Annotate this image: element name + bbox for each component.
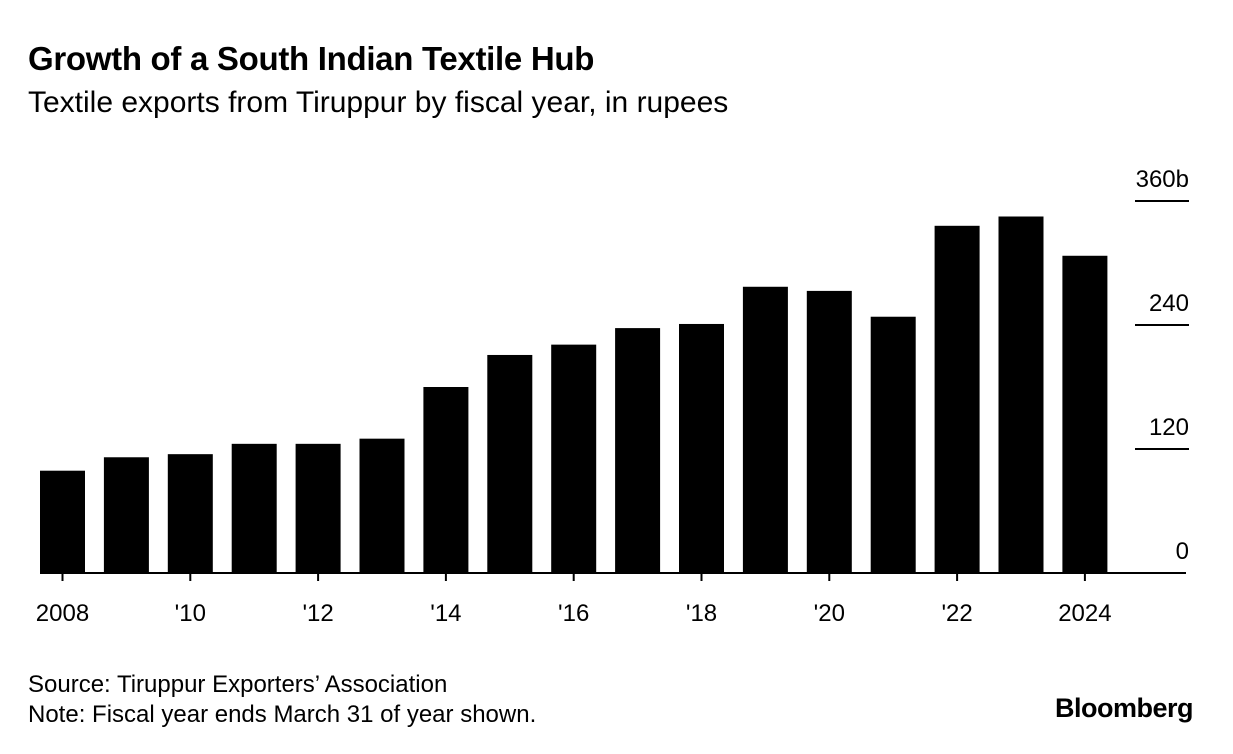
bar-2018 bbox=[679, 323, 724, 573]
bar-2022 bbox=[934, 225, 980, 574]
bar-2011 bbox=[231, 443, 277, 573]
x-tick-label: '18 bbox=[686, 600, 717, 627]
bar-2014 bbox=[423, 387, 469, 573]
bar-2021 bbox=[870, 316, 916, 573]
bar-2010 bbox=[167, 454, 213, 573]
bar-2020 bbox=[806, 290, 852, 573]
bar-2008 bbox=[40, 470, 85, 573]
bar-2015 bbox=[487, 354, 533, 573]
source-note: Source: Tiruppur Exporters’ Association bbox=[28, 671, 448, 698]
y-tick-label: 0 bbox=[1176, 538, 1189, 565]
x-tick-label: 2008 bbox=[36, 600, 89, 627]
bar-2017 bbox=[615, 328, 661, 573]
x-tick-label: 2024 bbox=[1058, 600, 1111, 627]
x-tick-label: '16 bbox=[558, 600, 589, 627]
y-tick-label: 120 bbox=[1149, 414, 1189, 441]
fiscal-year-note: Note: Fiscal year ends March 31 of year … bbox=[28, 701, 537, 728]
bar-2019 bbox=[742, 286, 788, 573]
chart-subtitle: Textile exports from Tiruppur by fiscal … bbox=[28, 86, 729, 119]
bar-2016 bbox=[551, 344, 597, 573]
chart-title: Growth of a South Indian Textile Hub bbox=[28, 40, 595, 77]
bar-2024 bbox=[1062, 255, 1108, 573]
x-tick-label: '14 bbox=[430, 600, 461, 627]
bloomberg-logo: Bloomberg bbox=[1054, 693, 1194, 723]
x-tick-label: '22 bbox=[941, 600, 972, 627]
bar-2012 bbox=[295, 443, 341, 573]
bar-2009 bbox=[103, 457, 149, 573]
y-tick-label: 240 bbox=[1149, 290, 1189, 317]
x-tick-label: '20 bbox=[814, 600, 845, 627]
y-tick-label: 360b bbox=[1136, 166, 1189, 193]
bar-2013 bbox=[359, 438, 405, 573]
x-tick-label: '10 bbox=[175, 600, 206, 627]
x-tick-label: '12 bbox=[302, 600, 333, 627]
bar-2023 bbox=[998, 216, 1044, 573]
